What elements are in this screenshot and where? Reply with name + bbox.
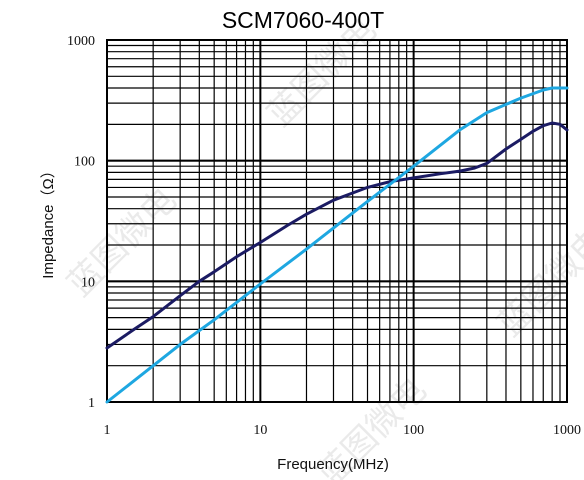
y-tick-label: 1 — [88, 396, 95, 411]
plot-frame — [106, 39, 568, 403]
x-axis-label: Frequency(MHz) — [277, 456, 389, 473]
series-line-1 — [105, 121, 569, 350]
y-tick-label: 10 — [81, 275, 95, 290]
series-layer — [105, 86, 569, 404]
y-tick-label: 1000 — [67, 34, 95, 49]
x-tick-label: 1000 — [553, 423, 581, 438]
x-tick-labels: 1 10 100 1000 — [104, 423, 582, 438]
x-tick-label: 10 — [253, 423, 267, 438]
y-tick-labels: 1 10 100 1000 — [67, 34, 95, 411]
x-tick-label: 1 — [104, 423, 111, 438]
series-line-2 — [105, 86, 569, 404]
y-tick-label: 100 — [74, 155, 95, 170]
watermark-text: 蓝图微电 — [60, 180, 184, 304]
y-axis-label: Impedance（Ω） — [40, 163, 57, 278]
chart-title: SCM7060-400T — [222, 7, 384, 33]
x-tick-label: 100 — [403, 423, 424, 438]
